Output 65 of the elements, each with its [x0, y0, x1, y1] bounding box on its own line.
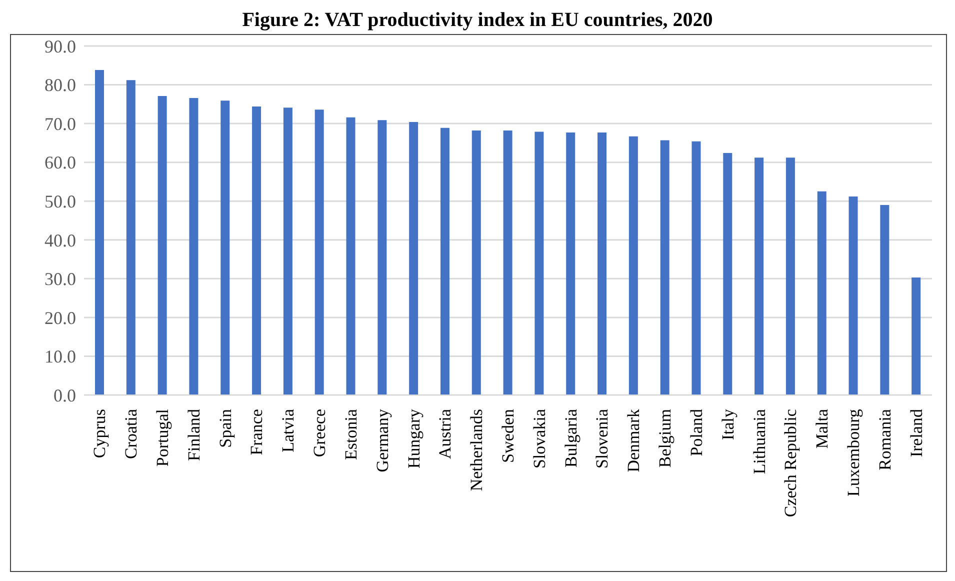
bar	[880, 204, 890, 395]
x-tick-label: Finland	[184, 408, 204, 461]
x-tick-label: Belgium	[656, 409, 675, 468]
x-tick-label: Poland	[686, 408, 706, 456]
x-tick-label: Malta	[812, 408, 832, 449]
bar	[440, 128, 450, 395]
bar	[220, 100, 230, 395]
y-tick-label: 90.0	[44, 36, 76, 56]
bar	[126, 80, 136, 395]
bar	[314, 110, 324, 395]
x-tick-label: France	[247, 409, 266, 456]
x-tick-label: Czech Republic	[781, 408, 800, 518]
y-tick-label: 0.0	[54, 385, 76, 406]
x-tick-label: Slovakia	[530, 408, 549, 468]
y-tick-label: 40.0	[44, 230, 76, 250]
x-tick-label: Croatia	[122, 408, 141, 460]
bar	[723, 153, 732, 395]
bar	[158, 96, 167, 395]
x-tick-label: Luxembourg	[844, 408, 863, 497]
bar	[786, 158, 795, 395]
x-tick-label: Sweden	[498, 408, 518, 463]
chart-title: Figure 2: VAT productivity index in EU countries, 2020	[241, 8, 714, 33]
y-tick-label: 10.0	[44, 346, 76, 367]
y-tick-label: 60.0	[44, 152, 76, 173]
x-tick-label: Lithuania	[750, 408, 769, 474]
y-tick-label: 80.0	[44, 75, 76, 96]
bar	[692, 141, 701, 395]
bar	[94, 70, 104, 395]
x-tick-label: Greece	[310, 409, 330, 458]
bar	[409, 122, 418, 395]
bar	[628, 136, 638, 395]
x-tick-label: Germany	[372, 408, 392, 472]
bar	[189, 98, 198, 395]
bar	[503, 130, 512, 395]
x-tick-label: Italy	[718, 408, 738, 440]
bar	[346, 117, 356, 395]
bar	[912, 278, 921, 395]
x-tick-label: Estonia	[341, 408, 360, 460]
x-tick-label: Cyprus	[90, 409, 110, 458]
x-tick-label: Bulgaria	[561, 408, 580, 468]
bar	[472, 130, 481, 395]
bar	[754, 158, 764, 395]
x-tick-label: Slovenia	[592, 408, 612, 468]
bar	[283, 108, 292, 395]
bar	[378, 120, 387, 395]
bar	[817, 191, 826, 395]
bar	[598, 132, 607, 395]
y-tick-label: 20.0	[44, 308, 76, 328]
bar	[848, 196, 858, 395]
bar	[534, 132, 544, 395]
x-tick-label: Portugal	[153, 408, 172, 467]
x-tick-label: Latvia	[278, 408, 298, 452]
x-tick-label: Denmark	[624, 408, 644, 472]
x-tick-label: Hungary	[404, 408, 424, 468]
x-tick-label: Romania	[875, 408, 894, 470]
x-tick-label: Netherlands	[467, 409, 486, 492]
bar	[566, 132, 576, 395]
y-tick-label: 30.0	[44, 269, 76, 290]
bar	[660, 140, 670, 395]
y-tick-label: 70.0	[44, 114, 76, 134]
x-tick-label: Austria	[436, 408, 455, 460]
bar	[252, 106, 262, 395]
x-tick-label: Spain	[216, 408, 235, 448]
y-tick-label: 50.0	[44, 192, 76, 212]
x-tick-label: Ireland	[906, 408, 926, 458]
